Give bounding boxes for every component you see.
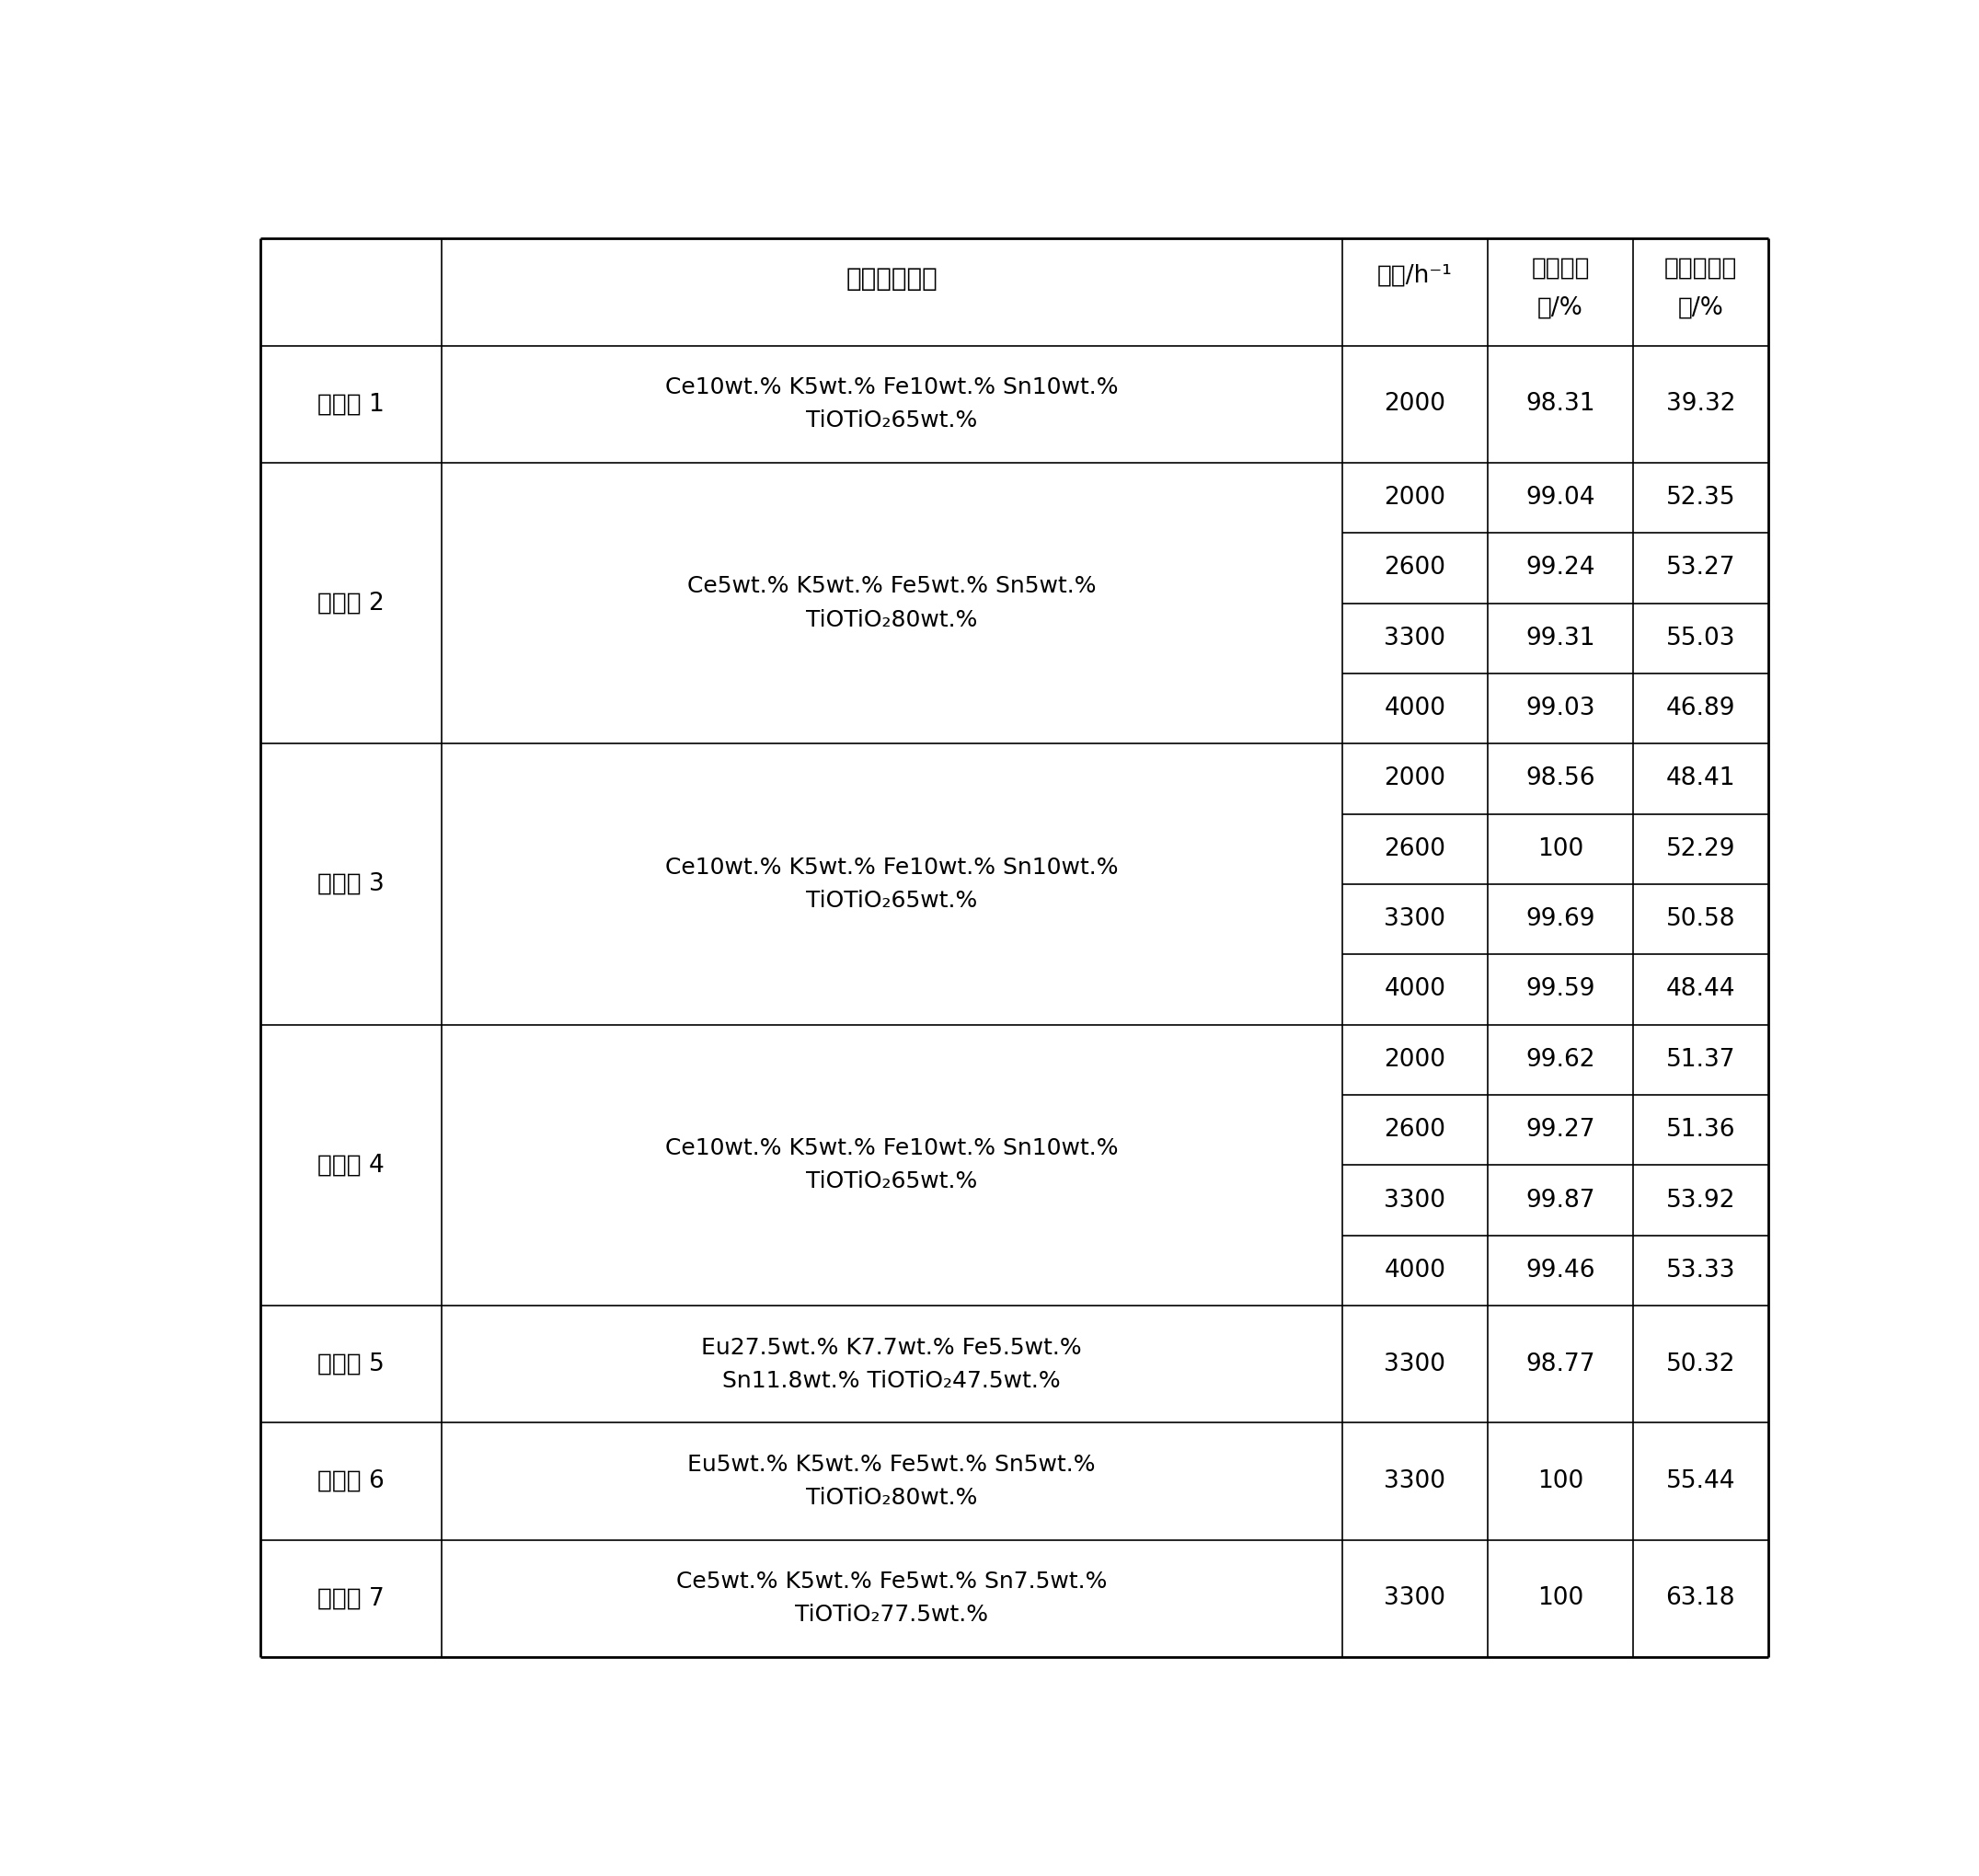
Text: 39.32: 39.32 (1666, 392, 1736, 416)
Text: 100: 100 (1538, 837, 1583, 861)
Text: 99.69: 99.69 (1526, 908, 1595, 930)
Text: 乙烷转化: 乙烷转化 (1532, 255, 1589, 280)
Text: 53.27: 53.27 (1666, 555, 1736, 580)
Text: 4000: 4000 (1383, 1259, 1447, 1283)
Text: 2600: 2600 (1383, 1118, 1447, 1142)
Text: 3300: 3300 (1383, 1587, 1447, 1610)
Text: 63.18: 63.18 (1666, 1587, 1736, 1610)
Text: 2000: 2000 (1383, 767, 1447, 790)
Text: 2000: 2000 (1383, 392, 1447, 416)
Text: 4000: 4000 (1383, 977, 1447, 1002)
Text: 98.77: 98.77 (1526, 1353, 1595, 1377)
Text: TiOTiO₂80wt.%: TiOTiO₂80wt.% (805, 608, 978, 630)
Text: Eu27.5wt.% K7.7wt.% Fe5.5wt.%: Eu27.5wt.% K7.7wt.% Fe5.5wt.% (701, 1336, 1083, 1358)
Text: 3300: 3300 (1383, 908, 1447, 930)
Text: 51.37: 51.37 (1666, 1049, 1736, 1071)
Text: 99.03: 99.03 (1526, 696, 1595, 720)
Text: TiOTiO₂65wt.%: TiOTiO₂65wt.% (805, 409, 978, 431)
Text: 2600: 2600 (1383, 555, 1447, 580)
Text: Ce5wt.% K5wt.% Fe5wt.% Sn7.5wt.%: Ce5wt.% K5wt.% Fe5wt.% Sn7.5wt.% (677, 1570, 1106, 1593)
Text: 99.31: 99.31 (1526, 627, 1595, 651)
Text: TiOTiO₂65wt.%: TiOTiO₂65wt.% (805, 1171, 978, 1193)
Text: 99.87: 99.87 (1526, 1188, 1595, 1212)
Text: TiOTiO₂80wt.%: TiOTiO₂80wt.% (805, 1488, 978, 1508)
Text: 实施例 2: 实施例 2 (317, 591, 384, 615)
Text: 99.04: 99.04 (1526, 486, 1595, 510)
Text: 活性组分含量: 活性组分含量 (845, 266, 938, 291)
Text: Sn11.8wt.% TiOTiO₂47.5wt.%: Sn11.8wt.% TiOTiO₂47.5wt.% (722, 1369, 1061, 1392)
Text: TiOTiO₂77.5wt.%: TiOTiO₂77.5wt.% (796, 1604, 988, 1626)
Text: 实施例 7: 实施例 7 (317, 1587, 384, 1610)
Text: 55.44: 55.44 (1666, 1469, 1736, 1493)
Text: 99.24: 99.24 (1526, 555, 1595, 580)
Text: 98.56: 98.56 (1526, 767, 1595, 790)
Text: 46.89: 46.89 (1666, 696, 1736, 720)
Text: 性/%: 性/% (1678, 296, 1724, 319)
Text: 99.27: 99.27 (1526, 1118, 1595, 1142)
Text: 空速/h⁻¹: 空速/h⁻¹ (1377, 265, 1453, 287)
Text: 实施例 5: 实施例 5 (317, 1353, 384, 1377)
Text: 99.62: 99.62 (1526, 1049, 1595, 1071)
Text: 53.33: 53.33 (1666, 1259, 1736, 1283)
Text: 2600: 2600 (1383, 837, 1447, 861)
Text: 2000: 2000 (1383, 486, 1447, 510)
Text: 99.59: 99.59 (1526, 977, 1595, 1002)
Text: 98.31: 98.31 (1526, 392, 1595, 416)
Text: 100: 100 (1538, 1469, 1583, 1493)
Text: 52.29: 52.29 (1666, 837, 1736, 861)
Text: 率/%: 率/% (1538, 296, 1583, 319)
Text: 3300: 3300 (1383, 1469, 1447, 1493)
Text: 55.03: 55.03 (1666, 627, 1736, 651)
Text: 2000: 2000 (1383, 1049, 1447, 1071)
Text: 实施例 3: 实施例 3 (317, 872, 384, 897)
Text: 3300: 3300 (1383, 1188, 1447, 1212)
Text: 实施例 4: 实施例 4 (317, 1154, 384, 1176)
Text: Ce10wt.% K5wt.% Fe10wt.% Sn10wt.%: Ce10wt.% K5wt.% Fe10wt.% Sn10wt.% (665, 1137, 1118, 1159)
Text: 53.92: 53.92 (1666, 1188, 1736, 1212)
Text: 52.35: 52.35 (1666, 486, 1736, 510)
Text: Ce10wt.% K5wt.% Fe10wt.% Sn10wt.%: Ce10wt.% K5wt.% Fe10wt.% Sn10wt.% (665, 377, 1118, 398)
Text: 实施例 6: 实施例 6 (317, 1469, 384, 1493)
Text: 3300: 3300 (1383, 627, 1447, 651)
Text: 48.44: 48.44 (1666, 977, 1736, 1002)
Text: Ce10wt.% K5wt.% Fe10wt.% Sn10wt.%: Ce10wt.% K5wt.% Fe10wt.% Sn10wt.% (665, 857, 1118, 878)
Text: 3300: 3300 (1383, 1353, 1447, 1377)
Text: TiOTiO₂65wt.%: TiOTiO₂65wt.% (805, 889, 978, 912)
Text: 51.36: 51.36 (1666, 1118, 1736, 1142)
Text: 99.46: 99.46 (1526, 1259, 1595, 1283)
Text: 100: 100 (1538, 1587, 1583, 1610)
Text: 氯乙烯选择: 氯乙烯选择 (1664, 255, 1738, 280)
Text: 4000: 4000 (1383, 696, 1447, 720)
Text: 50.58: 50.58 (1666, 908, 1736, 930)
Text: Eu5wt.% K5wt.% Fe5wt.% Sn5wt.%: Eu5wt.% K5wt.% Fe5wt.% Sn5wt.% (687, 1454, 1096, 1476)
Text: 50.32: 50.32 (1666, 1353, 1736, 1377)
Text: Ce5wt.% K5wt.% Fe5wt.% Sn5wt.%: Ce5wt.% K5wt.% Fe5wt.% Sn5wt.% (687, 576, 1096, 598)
Text: 实施例 1: 实施例 1 (317, 392, 384, 416)
Text: 48.41: 48.41 (1666, 767, 1736, 790)
